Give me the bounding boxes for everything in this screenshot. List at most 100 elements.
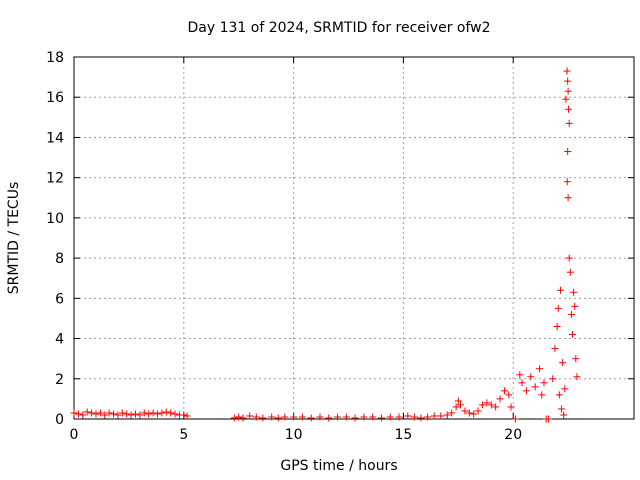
y-tick-label: 4	[55, 332, 64, 348]
y-tick-label: 14	[46, 130, 64, 146]
data-point	[454, 397, 462, 405]
data-point	[516, 371, 524, 379]
data-point	[74, 410, 82, 418]
data-point	[180, 411, 188, 419]
data-point	[369, 413, 377, 421]
data-points	[70, 67, 581, 423]
data-point	[410, 413, 418, 421]
data-point	[565, 254, 573, 262]
y-axis-label: SRMTID / TECUs	[6, 182, 22, 295]
data-point	[443, 411, 451, 419]
data-point	[118, 409, 126, 417]
data-point	[274, 414, 282, 422]
x-tick-label: 20	[504, 427, 522, 443]
data-point	[88, 409, 96, 417]
data-point	[404, 412, 412, 420]
data-point	[230, 414, 238, 422]
data-point	[522, 387, 530, 395]
data-point	[474, 407, 482, 415]
data-point	[478, 401, 486, 409]
data-point	[290, 413, 298, 421]
y-tick-label: 8	[55, 251, 64, 267]
x-tick-label: 10	[285, 427, 303, 443]
data-point	[470, 410, 478, 418]
data-point	[558, 405, 566, 413]
data-point	[549, 375, 557, 383]
data-point	[131, 410, 139, 418]
data-point	[551, 345, 559, 353]
y-tick-label: 10	[46, 211, 64, 227]
data-point	[92, 410, 100, 418]
data-point	[123, 410, 131, 418]
data-point	[507, 403, 515, 411]
data-point	[437, 412, 445, 420]
data-point	[424, 413, 432, 421]
data-point	[246, 412, 254, 420]
data-point	[511, 415, 519, 423]
data-point	[563, 178, 571, 186]
data-point	[465, 409, 473, 417]
chart-title: Day 131 of 2024, SRMTID for receiver ofw…	[187, 20, 490, 36]
data-point	[569, 331, 577, 339]
y-tick-label: 18	[46, 50, 64, 66]
data-point	[268, 413, 276, 421]
data-point	[565, 119, 573, 127]
data-point	[483, 399, 491, 407]
data-point	[334, 413, 342, 421]
data-point	[162, 408, 170, 416]
data-point	[114, 411, 122, 419]
data-point	[554, 304, 562, 312]
data-point	[448, 409, 456, 417]
data-point	[235, 413, 243, 421]
data-point	[307, 414, 315, 422]
data-point	[325, 414, 333, 422]
data-point	[105, 409, 113, 417]
y-tick-label: 2	[55, 372, 64, 388]
data-point	[518, 379, 526, 387]
data-point	[158, 409, 166, 417]
data-point	[571, 302, 579, 310]
data-point	[496, 395, 504, 403]
data-point	[239, 414, 247, 422]
data-point	[351, 414, 359, 422]
data-point	[505, 391, 513, 399]
data-point	[544, 415, 552, 423]
data-point	[572, 355, 580, 363]
data-point	[452, 403, 460, 411]
data-point	[565, 105, 573, 113]
data-point	[564, 148, 572, 156]
data-point	[555, 391, 563, 399]
data-point	[395, 413, 403, 421]
data-point	[559, 359, 567, 367]
data-point	[566, 268, 574, 276]
data-point	[567, 310, 575, 318]
data-point	[540, 379, 548, 387]
data-point	[101, 411, 109, 419]
grid	[74, 57, 634, 419]
plot-frame	[73, 56, 635, 420]
axes: 0 5 10 15 20 0 2 4 6 8 10 12 14 16 18	[46, 50, 634, 443]
data-point	[183, 412, 191, 420]
data-point	[500, 387, 508, 395]
data-point	[564, 194, 572, 202]
data-point	[110, 410, 118, 418]
data-point	[562, 95, 570, 103]
data-point	[360, 413, 368, 421]
data-point	[564, 77, 572, 85]
data-point	[386, 413, 394, 421]
data-point	[298, 413, 306, 421]
x-axis-label: GPS time / hours	[280, 458, 397, 474]
data-point	[461, 407, 469, 415]
data-point	[417, 414, 425, 422]
data-point	[140, 409, 148, 417]
data-point	[83, 408, 91, 416]
data-point	[536, 365, 544, 373]
data-point	[70, 409, 78, 417]
data-point	[457, 401, 465, 409]
data-point	[564, 87, 572, 95]
y-tick-label: 0	[55, 412, 64, 428]
data-point	[136, 411, 144, 419]
x-tick-label: 5	[179, 427, 188, 443]
y-tick-label: 12	[46, 171, 64, 187]
